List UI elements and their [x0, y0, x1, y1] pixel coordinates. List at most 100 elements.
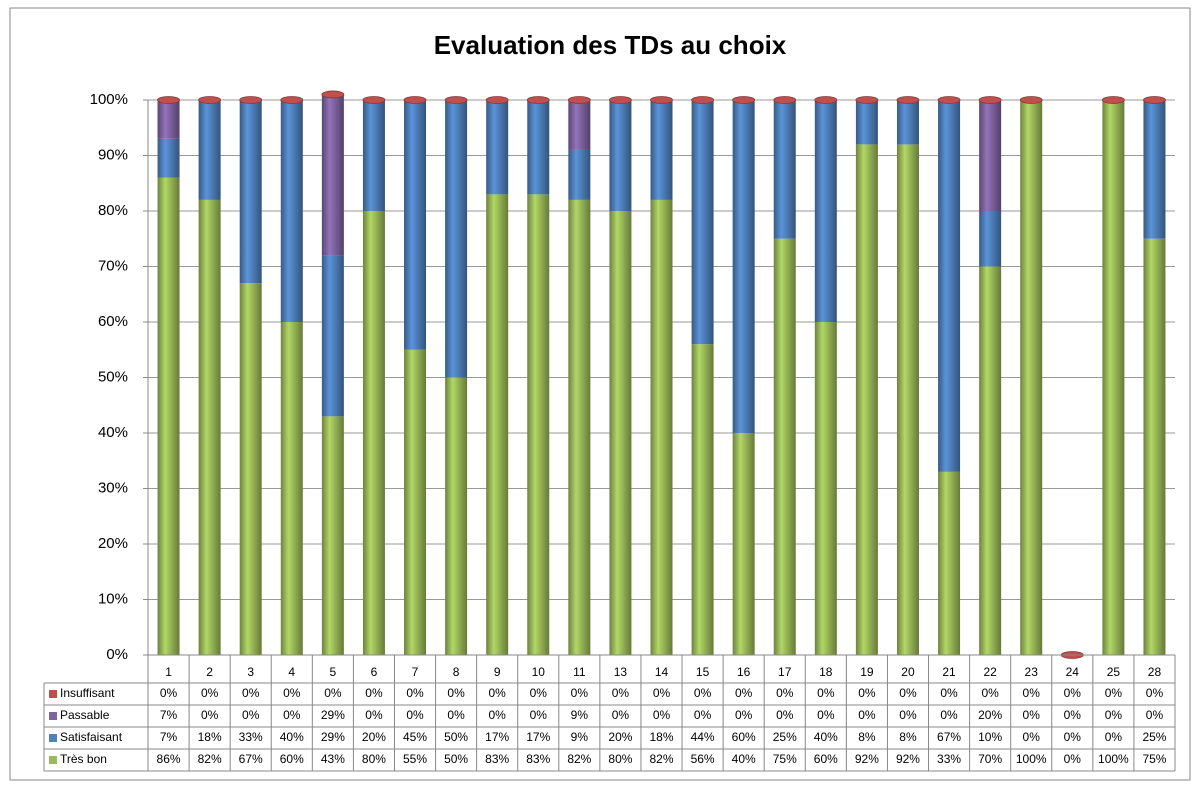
bar-segment: [157, 177, 180, 655]
data-label: 20%: [362, 730, 386, 744]
data-label: 25%: [773, 730, 797, 744]
bar-cap: [650, 96, 673, 104]
data-label: 9%: [571, 730, 589, 744]
x-tick-label: 10: [532, 665, 546, 679]
bar-segment: [938, 100, 961, 472]
bar-segment: [773, 100, 796, 239]
data-label: 10%: [978, 730, 1002, 744]
y-tick-label: 50%: [98, 368, 128, 385]
data-label: 17%: [485, 730, 509, 744]
bar-segment: [157, 100, 180, 139]
legend-label: Très bon: [60, 752, 107, 766]
bar-cap: [1101, 96, 1125, 104]
bar-segment: [568, 199, 591, 655]
data-label: 0%: [899, 708, 917, 722]
data-label: 0%: [201, 686, 219, 700]
legend-key: [49, 712, 57, 720]
bar-segment: [1143, 100, 1166, 239]
x-tick-label: 28: [1148, 665, 1162, 679]
data-label: 0%: [1146, 686, 1164, 700]
data-label: 86%: [157, 752, 181, 766]
data-label: 0%: [1105, 686, 1123, 700]
legend-key: [49, 690, 57, 698]
bar-cap: [526, 96, 550, 104]
data-label: 0%: [242, 686, 260, 700]
bar-cap: [732, 96, 756, 104]
data-label: 18%: [198, 730, 222, 744]
data-label: 40%: [814, 730, 838, 744]
data-label: 50%: [444, 730, 468, 744]
data-label: 0%: [1064, 686, 1082, 700]
x-tick-label: 7: [412, 665, 419, 679]
data-label: 0%: [489, 708, 507, 722]
bar-segment: [280, 100, 303, 322]
bar-segment: [609, 100, 632, 211]
bar-segment: [979, 211, 1002, 267]
y-tick-label: 60%: [98, 313, 128, 330]
bar-segment: [650, 100, 673, 200]
data-label: 0%: [940, 708, 958, 722]
chart-title: Evaluation des TDs au choix: [434, 30, 787, 60]
bar-segment: [445, 377, 468, 655]
bar-segment: [321, 255, 344, 417]
data-label: 18%: [649, 730, 673, 744]
x-tick-label: 14: [655, 665, 669, 679]
legend-key: [49, 734, 57, 742]
data-label: 0%: [283, 708, 301, 722]
x-tick-label: 16: [737, 665, 751, 679]
data-label: 0%: [447, 708, 465, 722]
data-label: 0%: [365, 686, 383, 700]
data-label: 0%: [1023, 686, 1041, 700]
data-label: 0%: [1064, 730, 1082, 744]
bar-segment: [979, 266, 1002, 655]
x-tick-label: 17: [778, 665, 792, 679]
bar-cap: [691, 96, 714, 104]
data-label: 0%: [324, 686, 342, 700]
data-label: 29%: [321, 730, 345, 744]
bar-segment: [527, 194, 550, 655]
bar-cap: [1019, 96, 1043, 104]
bar-segment: [896, 144, 919, 655]
data-label: 20%: [978, 708, 1002, 722]
data-label: 0%: [365, 708, 383, 722]
bar-cap: [198, 96, 222, 104]
x-tick-label: 9: [494, 665, 501, 679]
data-label: 82%: [567, 752, 591, 766]
data-label: 33%: [239, 730, 263, 744]
bar-segment: [404, 349, 427, 655]
y-tick-label: 0%: [106, 646, 128, 663]
y-tick-label: 80%: [98, 202, 128, 219]
bar-segment: [609, 211, 632, 655]
x-tick-label: 18: [819, 665, 833, 679]
bar-cap: [157, 96, 180, 104]
x-tick-label: 25: [1107, 665, 1121, 679]
x-tick-label: 6: [371, 665, 378, 679]
bar-segment: [527, 100, 550, 195]
y-tick-label: 100%: [90, 91, 128, 108]
legend-label: Passable: [60, 708, 110, 722]
bar-cap: [896, 96, 920, 104]
x-tick-label: 2: [206, 665, 213, 679]
x-tick-label: 5: [330, 665, 337, 679]
bar-segment: [855, 144, 878, 655]
bar-segment: [855, 100, 878, 145]
bar-segment: [198, 100, 221, 200]
data-label: 0%: [1023, 708, 1041, 722]
bar-cap: [321, 90, 345, 99]
bar-segment: [691, 344, 714, 655]
data-label: 0%: [694, 708, 712, 722]
data-label: 0%: [653, 686, 671, 700]
bar-cap: [773, 96, 797, 104]
bar-segment: [280, 322, 303, 655]
data-label: 0%: [283, 686, 301, 700]
data-label: 0%: [817, 686, 835, 700]
bar-cap: [855, 96, 879, 104]
bar-segment: [814, 322, 837, 655]
y-tick-label: 30%: [98, 479, 128, 496]
data-label: 67%: [937, 730, 961, 744]
data-label: 0%: [735, 686, 753, 700]
data-label: 44%: [691, 730, 715, 744]
legend-label: Insuffisant: [60, 686, 115, 700]
data-label: 20%: [608, 730, 632, 744]
